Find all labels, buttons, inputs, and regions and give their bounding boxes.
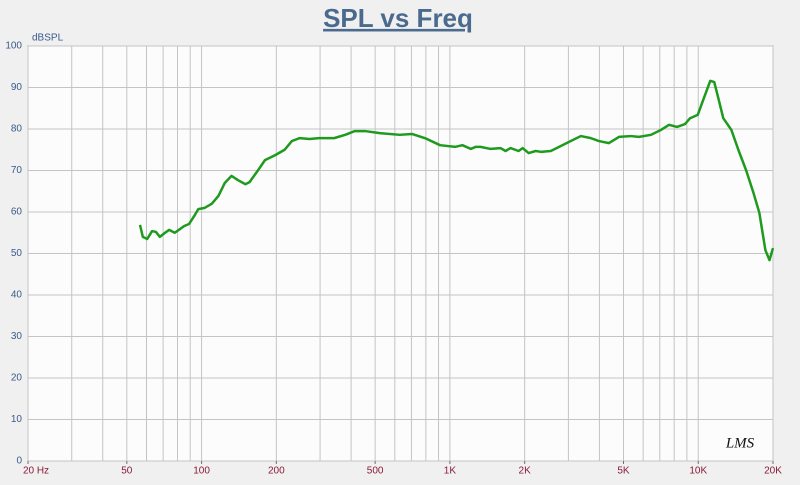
x-tick-label: 500 [367, 466, 384, 477]
y-tick-label: 50 [11, 248, 23, 259]
x-tick-label: 100 [193, 466, 210, 477]
y-tick-label: 60 [11, 207, 23, 218]
y-tick-label: 30 [11, 331, 23, 342]
x-tick-label: 10K [689, 466, 707, 477]
annotation: LMS [725, 435, 755, 451]
x-tick-label: 20 Hz [23, 466, 49, 477]
x-tick-label: 5K [617, 466, 630, 477]
y-tick-label: 90 [11, 82, 23, 93]
y-tick-label: 70 [11, 165, 23, 176]
line [138, 79, 775, 262]
y-tick-label: 10 [11, 414, 23, 425]
x-tick-label: 20K [764, 466, 782, 477]
x-tick-label: 1K [444, 466, 457, 477]
y-tick-label: 40 [11, 290, 23, 301]
y-tick-label: 0 [16, 456, 22, 467]
y-tick-label: 80 [11, 124, 23, 135]
x-tick-label: 50 [121, 466, 133, 477]
y-tick-label: 100 [5, 41, 22, 52]
chart-title: SPL vs Freq [323, 3, 473, 33]
y-tick-label: 20 [11, 373, 23, 384]
x-tick-label: 2K [519, 466, 532, 477]
x-tick-label: 200 [268, 466, 285, 477]
y-axis-label: dBSPL [32, 33, 64, 44]
